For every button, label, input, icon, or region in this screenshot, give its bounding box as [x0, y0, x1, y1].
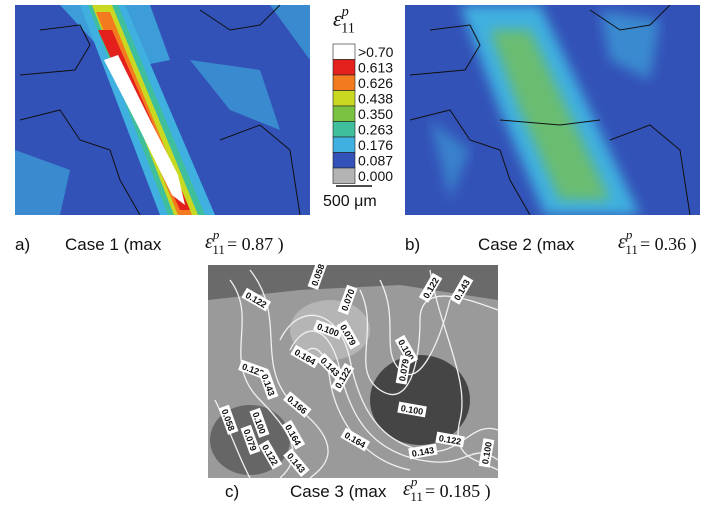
colorbar-label: 0.626 — [358, 75, 393, 91]
colorbar-label: 0.087 — [358, 152, 393, 168]
panel-result: = 0.87 ) — [227, 234, 284, 255]
scale-bar-label: 500 μm — [323, 193, 377, 210]
colorbar-swatch — [333, 153, 355, 169]
symbol-sub: 11 — [410, 489, 423, 504]
colorbar-swatch — [333, 106, 355, 122]
symbol-sup: p — [341, 4, 349, 20]
colorbar-swatch — [333, 91, 355, 107]
colorbar-swatch — [333, 60, 355, 76]
colorbar-swatch — [333, 122, 355, 138]
colorbar-swatch — [333, 137, 355, 153]
colorbar-label: >0.70 — [358, 44, 394, 60]
colorbar-swatch — [333, 168, 355, 184]
colorbar-label: 0.176 — [358, 137, 393, 153]
symbol-sup: p — [212, 227, 220, 242]
symbol-sup: p — [410, 474, 418, 489]
panel-result: = 0.185 ) — [425, 481, 491, 502]
symbol-sup: p — [625, 227, 633, 242]
colorbar-swatch — [333, 75, 355, 91]
panel-caption: Case 1 (max — [65, 235, 162, 254]
colorbar-label: 0.263 — [358, 121, 393, 137]
symbol-sub: 11 — [212, 242, 225, 257]
symbol-sub: 11 — [625, 242, 638, 257]
panel-label: b) — [405, 235, 420, 254]
symbol-sub: 11 — [341, 21, 355, 37]
panel-result: = 0.36 ) — [640, 234, 697, 255]
panel-a-map — [15, 5, 310, 215]
colorbar-swatch — [333, 44, 355, 60]
colorbar-label: 0.613 — [358, 59, 393, 75]
colorbar-label: 0.350 — [358, 106, 393, 122]
panel-caption: Case 2 (max — [478, 235, 575, 254]
panel-label: c) — [225, 482, 239, 501]
panel-label: a) — [15, 235, 30, 254]
colorbar-label: 0.438 — [358, 90, 393, 106]
panel-b-map — [405, 5, 700, 215]
figure: εp11>0.700.6130.6260.4380.3500.2630.1760… — [0, 0, 716, 511]
panel-caption: Case 3 (max — [290, 482, 387, 501]
colorbar-label: 0.000 — [358, 168, 393, 184]
